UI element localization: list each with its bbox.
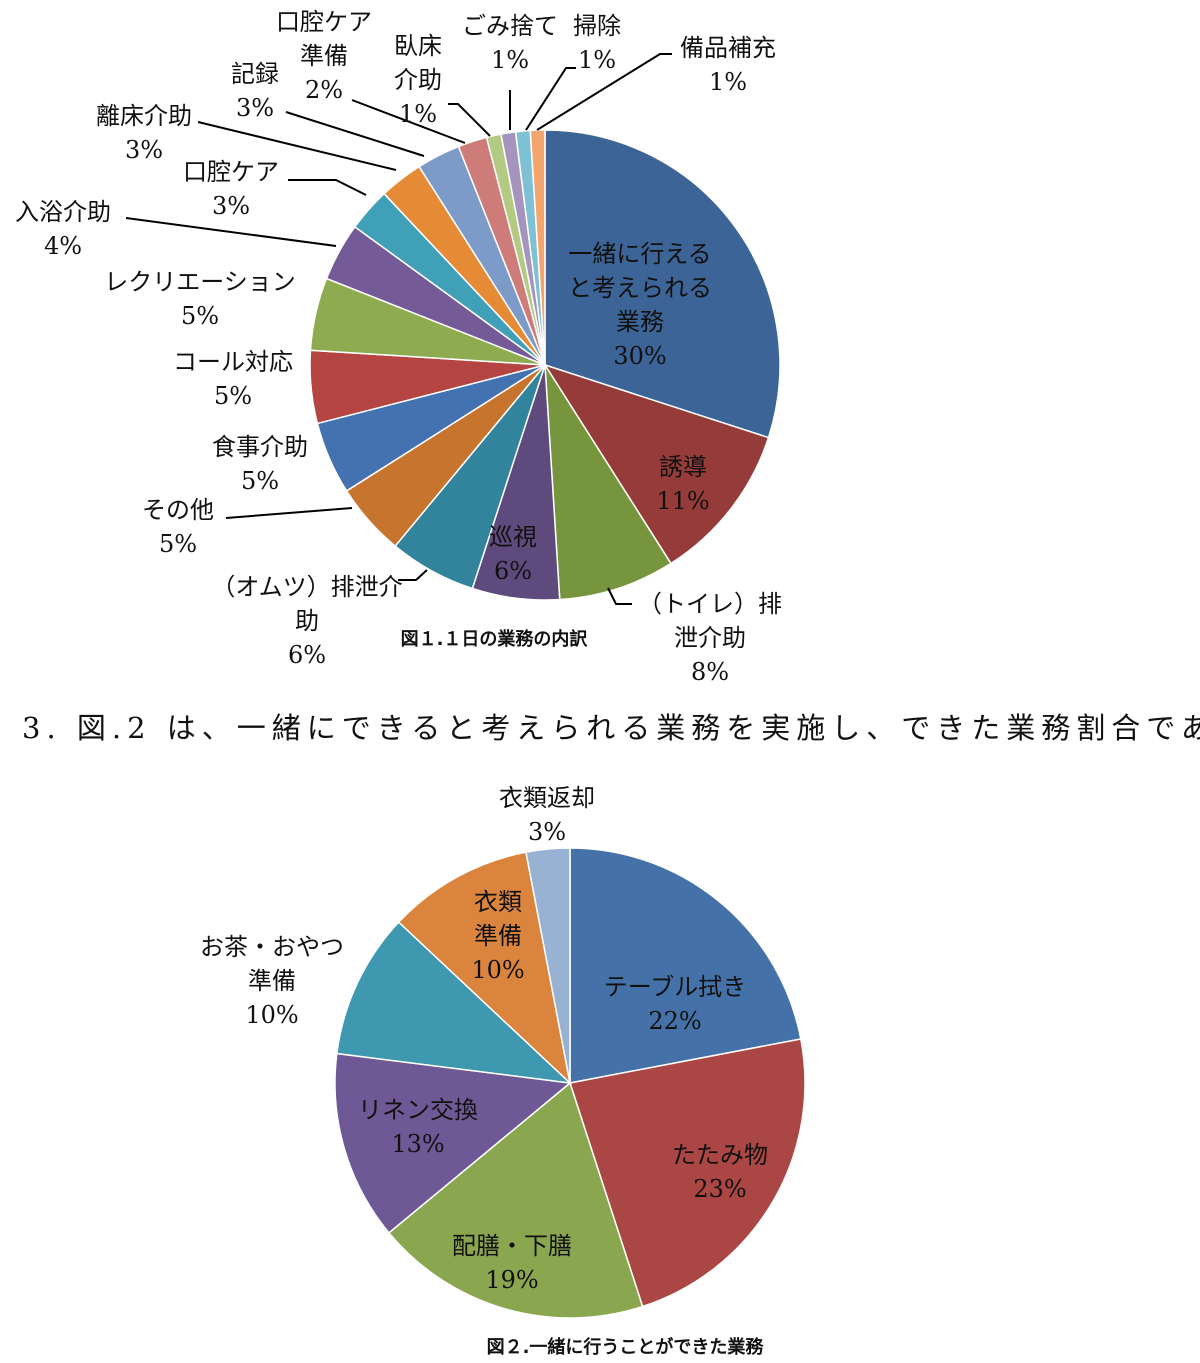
slice-label: 備品補充 1%: [680, 34, 776, 96]
slice-label: 入浴介助 4%: [15, 198, 111, 260]
slice-label: 衣類準備 10%: [471, 888, 524, 984]
leader-line: [525, 67, 576, 131]
pie-slice: [544, 364, 672, 601]
slice-label: たたみ物 23%: [672, 1141, 768, 1203]
leader-line: [285, 111, 425, 157]
pie-slice: [334, 1052, 572, 1234]
slice-label: ごみ捨て 1%: [462, 12, 558, 74]
pie-slice: [387, 1081, 644, 1319]
slice-label: （トイレ）排泄介助 8%: [638, 590, 782, 686]
pie-slice: [569, 847, 802, 1084]
pie-slice: [544, 129, 781, 439]
slice-label: 巡視 6%: [489, 523, 537, 585]
slice-label: 口腔ケア準備 2%: [276, 8, 372, 104]
slice-label: 衣類返却 3%: [499, 784, 595, 846]
leader-line: [197, 121, 397, 171]
leader-line: [536, 53, 672, 131]
slice-label: その他 5%: [142, 496, 214, 558]
pie-slice: [543, 363, 770, 565]
leader-line: [448, 103, 491, 137]
slice-label: （オムツ）排泄介助 6%: [211, 573, 402, 669]
leader-line: [288, 179, 367, 196]
slice-label: レクリエーション 5%: [104, 268, 296, 330]
pie-slice: [569, 1038, 806, 1308]
pie-slice: [397, 851, 572, 1086]
pie-chart-1: 一緒に行えると考えられる業務 30% 誘導 11% （トイレ）排泄介助 8% 巡視 6% （オム…: [15, 8, 782, 686]
chart-1-title: 図１.１日の業務の内訳: [401, 628, 589, 650]
slice-label: 一緒に行えると考えられる業務 30%: [568, 240, 712, 370]
slice-label: 食事介助 5%: [212, 433, 308, 495]
pie-chart-2: テーブル拭き 22% たたみ物 23% 配膳・下膳 19% リネン交換 13% お茶・おやつ準備…: [200, 784, 806, 1319]
leader-line: [607, 587, 632, 605]
pie-slice: [336, 921, 573, 1085]
slice-label: 誘導 11%: [656, 453, 709, 515]
leader-line: [125, 217, 337, 247]
slice-label: 配膳・下膳 19%: [452, 1232, 572, 1294]
leader-line: [398, 569, 428, 581]
slice-label: 臥床介助 1%: [394, 32, 442, 128]
slice-label: 掃除 1%: [573, 12, 621, 74]
slice-label: 口腔ケア 3%: [183, 158, 279, 220]
leader-line: [225, 507, 353, 519]
body-sentence: 3. 図.2 は、一緒にできると考えられる業務を実施し、できた業務割合である。: [22, 711, 1200, 745]
slice-label: 記録 3%: [231, 60, 279, 122]
leader-line: [351, 99, 466, 144]
slice-label: コール対応 5%: [173, 348, 293, 410]
chart-2-title: 図２.一緒に行うことができた業務: [487, 1336, 765, 1358]
slice-label: テーブル拭き 22%: [604, 973, 747, 1035]
slice-label: お茶・おやつ準備 10%: [200, 933, 344, 1029]
slice-label: 離床介助 3%: [96, 102, 192, 164]
pie-slice: [525, 847, 571, 1084]
slice-label: リネン交換 13%: [358, 1096, 478, 1158]
